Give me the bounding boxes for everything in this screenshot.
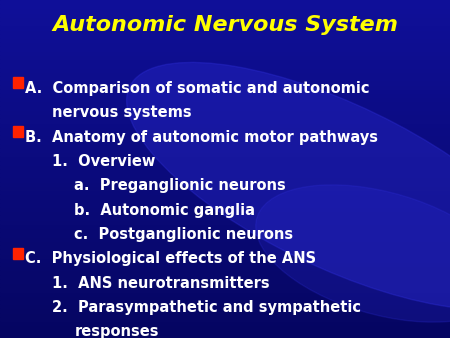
Bar [0,216,450,220]
Bar [0,228,450,233]
Bar [0,287,450,291]
Bar [0,237,450,241]
Bar [0,21,450,25]
Bar [0,313,450,317]
Bar [0,203,450,207]
Bar [0,0,450,4]
Bar [0,334,450,338]
Text: a.  Preganglionic neurons: a. Preganglionic neurons [74,178,286,193]
Bar [0,308,450,313]
Bar [0,211,450,216]
FancyBboxPatch shape [13,248,22,259]
Bar [0,182,450,186]
Bar [0,46,450,51]
Bar [0,245,450,249]
Bar [0,279,450,283]
Bar [0,4,450,8]
Bar [0,262,450,266]
FancyBboxPatch shape [13,77,22,88]
Text: C.  Physiological effects of the ANS: C. Physiological effects of the ANS [25,251,316,266]
Bar [0,17,450,21]
Bar [0,135,450,139]
Bar [0,72,450,76]
Bar [0,105,450,110]
Bar [0,55,450,59]
Bar [0,25,450,30]
Bar [0,321,450,325]
Bar [0,131,450,135]
Bar [0,161,450,165]
Text: c.  Postganglionic neurons: c. Postganglionic neurons [74,227,293,242]
Bar [0,64,450,68]
Bar [0,76,450,80]
Text: B.  Anatomy of autonomic motor pathways: B. Anatomy of autonomic motor pathways [25,130,378,145]
Text: 1.  Overview: 1. Overview [52,154,155,169]
Bar [0,300,450,304]
FancyBboxPatch shape [13,126,22,137]
Bar [0,127,450,131]
Bar [0,30,450,34]
Bar [0,84,450,89]
Bar [0,317,450,321]
Bar [0,241,450,245]
Bar [0,93,450,97]
Bar [0,144,450,148]
Bar [0,198,450,203]
Bar [0,173,450,177]
Bar [0,38,450,42]
Bar [0,274,450,279]
Bar [0,291,450,296]
Text: A.  Comparison of somatic and autonomic: A. Comparison of somatic and autonomic [25,81,369,96]
Bar [0,51,450,55]
Bar [0,304,450,308]
Bar [0,325,450,330]
Bar [0,139,450,144]
Bar [0,220,450,224]
Bar [0,270,450,274]
Text: 2.  Parasympathetic and sympathetic: 2. Parasympathetic and sympathetic [52,300,361,315]
Bar [0,233,450,237]
Bar [0,148,450,152]
Bar [0,283,450,287]
Bar [0,177,450,182]
Bar [0,13,450,17]
Bar [0,296,450,300]
Bar [0,165,450,169]
Bar [0,59,450,64]
Bar [0,190,450,194]
Bar [0,186,450,190]
Bar [0,68,450,72]
Bar [0,207,450,211]
Bar [0,152,450,156]
Bar [0,169,450,173]
Bar [0,8,450,13]
Bar [0,118,450,123]
Bar [0,110,450,114]
Bar [0,156,450,161]
Ellipse shape [126,63,450,309]
Text: b.  Autonomic ganglia: b. Autonomic ganglia [74,203,255,218]
Bar [0,114,450,118]
Text: nervous systems: nervous systems [52,105,191,120]
Ellipse shape [256,185,450,322]
Bar [0,249,450,254]
Text: responses: responses [74,324,159,338]
Bar [0,254,450,258]
Bar [0,97,450,101]
Bar [0,123,450,127]
Bar [0,80,450,84]
Bar [0,101,450,105]
Bar [0,42,450,46]
Text: Autonomic Nervous System: Autonomic Nervous System [52,15,398,35]
Bar [0,34,450,38]
Text: 1.  ANS neurotransmitters: 1. ANS neurotransmitters [52,276,270,291]
Bar [0,258,450,262]
Bar [0,266,450,270]
Bar [0,194,450,199]
Bar [0,89,450,93]
Bar [0,224,450,228]
Bar [0,330,450,334]
